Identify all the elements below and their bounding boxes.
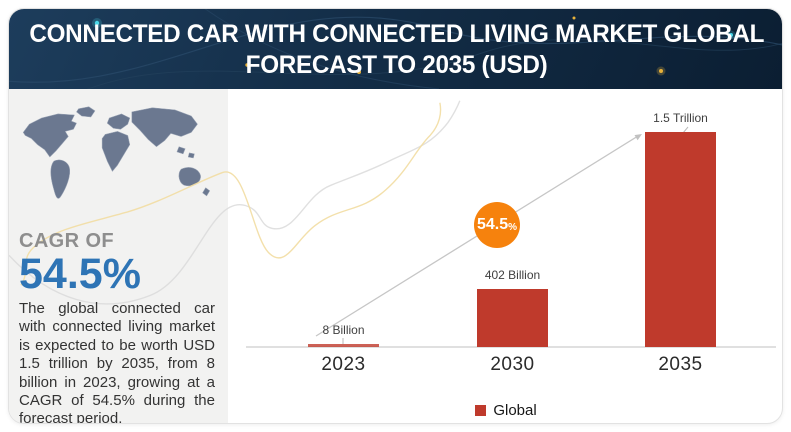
bar-value-label: 1.5 Trillion <box>653 111 708 125</box>
x-axis-baseline <box>246 346 776 348</box>
bar-value-label: 402 Billion <box>484 268 541 282</box>
bar-group: 8 Billion 2023 <box>308 89 379 375</box>
market-description: The global connected car with connected … <box>19 300 215 424</box>
x-axis-label: 2035 <box>658 354 703 375</box>
network-pattern-decoration <box>9 9 782 89</box>
page-title-line2: FORECAST TO 2035 (USD) <box>245 51 548 79</box>
infographic-card: CONNECTED CAR WITH CONNECTED LIVING MARK… <box>8 8 783 424</box>
cagr-badge-percent-sign: % <box>508 221 518 233</box>
header-banner: CONNECTED CAR WITH CONNECTED LIVING MARK… <box>9 9 782 89</box>
cagr-badge: 54.5 % <box>474 202 520 248</box>
cagr-label: CAGR OF <box>19 230 115 252</box>
legend-label: Global <box>493 402 537 419</box>
bar-group: 402 Billion 2030 <box>477 89 548 375</box>
x-axis-label: 2023 <box>321 354 366 375</box>
bar-group: 1.5 Trillion 2035 <box>645 89 716 375</box>
x-axis-label: 2030 <box>490 354 535 375</box>
cagr-badge-value: 54.5 <box>476 216 509 233</box>
legend-color-swatch <box>475 405 487 416</box>
chart-legend: Global <box>228 402 782 419</box>
world-map <box>22 106 211 199</box>
bar-chart: 8 Billion 2023 402 Billion 2030 1.5 Tril… <box>228 89 782 423</box>
sidebar: CAGR OF 54.5% The global connected car w… <box>9 89 228 424</box>
bar <box>477 289 548 347</box>
page-title-line1: CONNECTED CAR WITH CONNECTED LIVING MARK… <box>29 20 764 48</box>
bar <box>308 344 379 347</box>
trend-arrow-head <box>634 134 642 141</box>
bar-value-label: 8 Billion <box>322 323 365 337</box>
cagr-value: 54.5% <box>19 250 141 298</box>
bar <box>645 132 716 347</box>
